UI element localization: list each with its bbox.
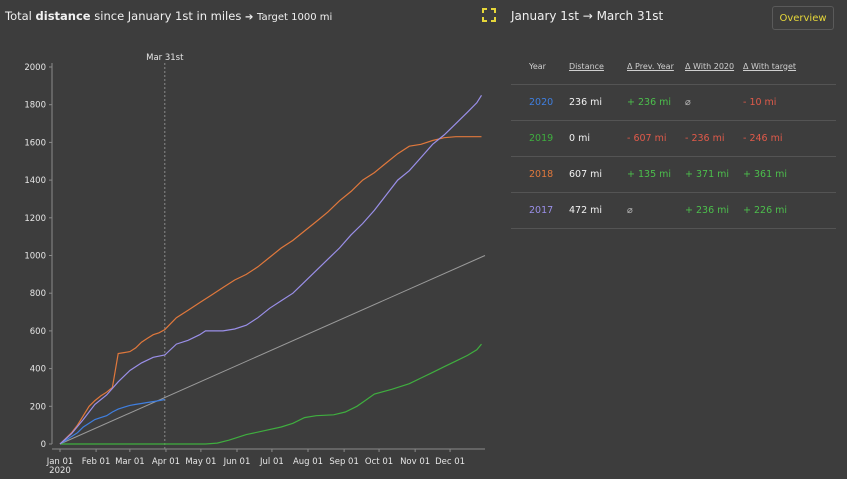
row-target: + 361 mi [743,169,788,180]
row-target: - 10 mi [743,97,777,108]
y-tick-label: 1200 [24,214,46,224]
row-prev: + 236 mi [627,97,672,108]
series-line-2017 [59,94,483,445]
row-target: - 246 mi [743,133,783,144]
y-tick-label: 1400 [24,176,46,186]
table-row: 2018 607 mi + 135 mi + 371 mi + 361 mi [511,157,836,193]
row-year: 2019 [529,133,554,144]
x-tick-label: Feb 01 [82,457,111,467]
stats-table: Year Distance Δ Prev. Year Δ With 2020 Δ… [511,48,836,229]
row-distance: 236 mi [569,97,603,108]
x-tick-label: Sep 01 [329,457,359,467]
y-tick-label: 200 [30,402,46,412]
title-bold: distance [35,9,91,23]
distance-chart: 0 200 400 600 800 1000 1200 1400 1600 1800 2000 Jan… [24,53,486,476]
row-with-2020: - 236 mi [685,133,725,144]
header-year: Year [529,61,546,71]
row-year: 2018 [529,169,554,180]
x-tick-label: Jun 01 [223,457,251,467]
series-line-2018 [59,136,482,445]
expand-icon[interactable] [482,8,496,22]
date-marker-label: Mar 31st [146,53,184,63]
row-distance: 607 mi [569,169,603,180]
title-mid: since January 1st in miles [94,9,242,23]
row-prev: ⌀ [627,205,633,216]
row-distance: 0 mi [569,133,590,144]
x-tick-label: Dec 01 [435,457,465,467]
table-row: 2020 236 mi + 236 mi ⌀ - 10 mi [511,85,836,121]
row-year: 2017 [529,205,554,216]
table-row: 2019 0 mi - 607 mi - 236 mi - 246 mi [511,121,836,157]
x-tick-label: May 01 [185,457,216,467]
header-with-2020[interactable]: Δ With 2020 [685,61,735,71]
y-tick-label: 800 [30,289,46,299]
row-target: + 226 mi [743,205,788,216]
range-title: January 1st → March 31st [511,9,664,23]
x-tick-sublabel: 2020 [49,466,71,476]
row-year: 2020 [529,97,554,108]
table-header: Year Distance Δ Prev. Year Δ With 2020 Δ… [511,48,836,85]
header-prev-year[interactable]: Δ Prev. Year [627,61,674,71]
title-arrow: ➔ [244,12,254,23]
table-row: 2017 472 mi ⌀ + 236 mi + 226 mi [511,193,836,229]
x-tick-label: Apr 01 [152,457,180,467]
x-tick-label: Oct 01 [365,457,393,467]
y-tick-label: 0 [41,440,46,450]
x-tick-label: Nov 01 [400,457,430,467]
header-distance[interactable]: Distance [569,61,604,71]
title-pre: Total [5,9,32,23]
series-line-target [59,255,486,445]
y-tick-label: 1800 [24,101,46,111]
y-tick-label: 2000 [24,63,46,73]
y-tick-label: 1000 [24,252,46,262]
row-with-2020: + 371 mi [685,169,730,180]
x-tick-label: Aug 01 [293,457,323,467]
row-prev: - 607 mi [627,133,667,144]
y-tick-label: 400 [30,365,46,375]
title-target: Target 1000 mi [257,12,333,23]
header-with-target[interactable]: Δ With target [743,61,797,71]
y-tick-label: 1600 [24,138,46,148]
series-line-2019 [60,343,482,445]
row-with-2020: + 236 mi [685,205,730,216]
x-tick-label: Mar 01 [115,457,145,467]
series-line-2020 [59,398,165,445]
chart-title: Total distance since January 1st in mile… [5,9,332,23]
row-with-2020: ⌀ [685,97,691,108]
x-tick-label: Jul 01 [259,457,284,467]
row-distance: 472 mi [569,205,603,216]
overview-button[interactable]: Overview [772,6,834,30]
row-prev: + 135 mi [627,169,672,180]
y-tick-label: 600 [30,327,46,337]
x-tick-label: Jan 01 [46,457,74,467]
